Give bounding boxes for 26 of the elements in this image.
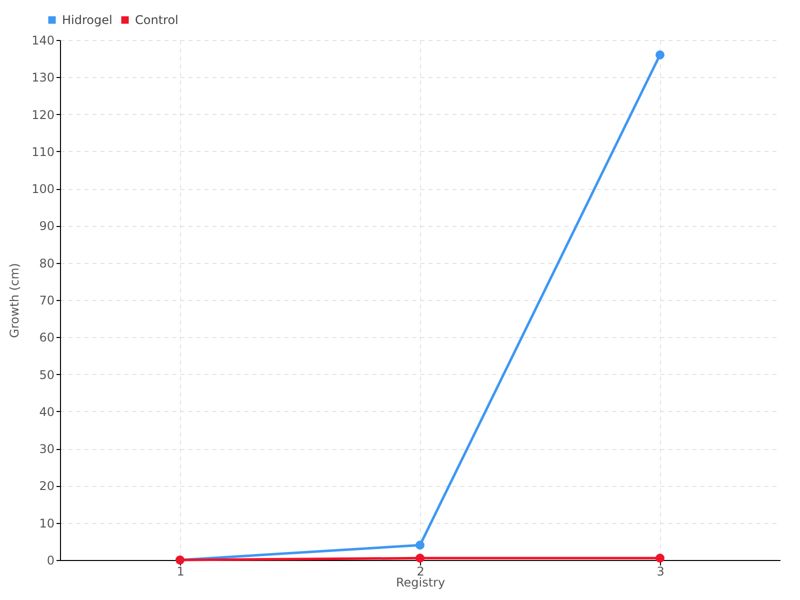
y-tick-label: 80 [39,256,54,270]
y-tick-label: 100 [32,182,54,196]
y-tick-label: 120 [32,108,54,122]
y-tick-label: 10 [39,516,54,530]
x-tick-label: 2 [416,564,424,578]
y-tick-label: 130 [32,70,54,85]
y-tick-label: 50 [39,368,54,382]
y-tick-label: 0 [46,554,54,568]
x-tick-label: 1 [176,564,184,578]
point [656,554,664,563]
y-tick-label: 30 [39,442,54,456]
x-tick-label: 3 [656,564,664,578]
y-tick-label: 70 [39,294,54,308]
y-tick-label: 40 [39,404,54,419]
y-tick-label: 110 [32,144,54,159]
point [416,554,424,563]
x-axis-title: Registry [396,576,446,590]
point [656,50,664,60]
y-tick-label: 60 [39,330,54,345]
legend-label: Control [135,13,178,27]
y-axis-title: Growth (cm) [8,263,22,338]
y-tick-label: 20 [39,479,54,494]
y-tick-label: 140 [32,34,54,48]
legend-label: Hidrogel [62,13,112,27]
point [416,540,424,550]
y-tick-label: 90 [39,219,54,234]
